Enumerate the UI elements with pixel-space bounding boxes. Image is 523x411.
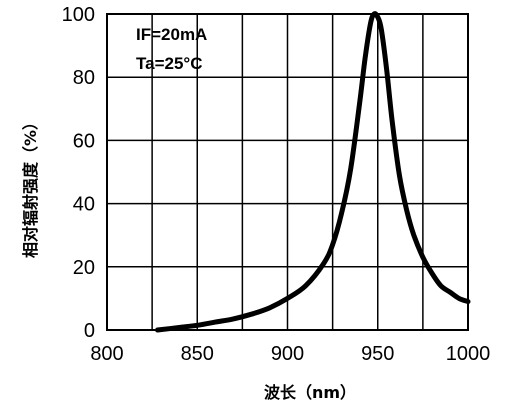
y-axis-label: 相对辐射强度（%） bbox=[21, 114, 40, 258]
condition-annotation: IF=20mA bbox=[136, 25, 207, 44]
x-tick-label: 800 bbox=[90, 343, 123, 365]
x-tick-label: 950 bbox=[361, 343, 394, 365]
x-axis-label: 波长（nm） bbox=[264, 383, 356, 402]
x-tick-label: 850 bbox=[181, 343, 214, 365]
y-tick-label: 0 bbox=[84, 320, 95, 342]
y-tick-label: 80 bbox=[73, 67, 95, 89]
y-tick-labels: 0 20 40 60 80 100 bbox=[62, 4, 95, 342]
spectrum-curve bbox=[158, 14, 469, 330]
x-tick-label: 900 bbox=[271, 343, 304, 365]
y-tick-label: 20 bbox=[73, 257, 95, 279]
x-tick-label: 1000 bbox=[446, 343, 491, 365]
y-tick-label: 100 bbox=[62, 4, 95, 26]
x-tick-labels: 800 850 900 950 1000 bbox=[90, 343, 490, 365]
condition-annotation: Ta=25°C bbox=[136, 54, 203, 73]
y-tick-label: 60 bbox=[73, 130, 95, 152]
y-tick-label: 40 bbox=[73, 194, 95, 216]
